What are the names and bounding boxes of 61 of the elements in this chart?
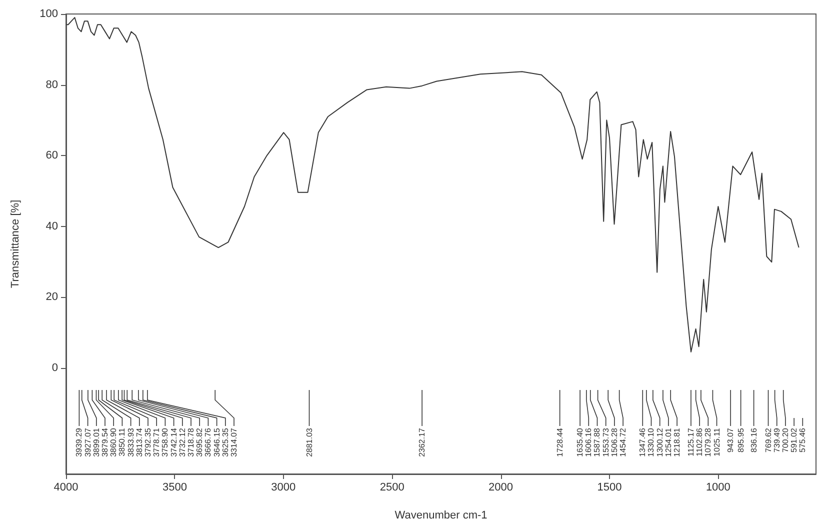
annotation: 3879.54 [100, 427, 110, 457]
annotation: 3758.90 [160, 427, 170, 457]
x-tick-label: 1500 [597, 482, 622, 494]
annotation: 3732.12 [178, 427, 187, 457]
annotation: 1079.28 [704, 427, 713, 457]
annotation: 3718.78 [186, 427, 196, 457]
x-tick-label: 1000 [706, 482, 730, 494]
annotation: 1587.88 [592, 427, 602, 457]
annotation: 1506.28 [610, 427, 619, 457]
annotation: 2362.17 [418, 427, 427, 457]
annotation: 1125.17 [686, 427, 696, 456]
annotation: 3625.35 [220, 427, 230, 457]
y-axis-title: Transmittance [%] [10, 200, 22, 288]
annotation: 3813.74 [134, 427, 144, 457]
x-axis-title: Wavenumber cm-1 [394, 510, 488, 522]
annotation: 836.16 [749, 427, 758, 452]
x-tick-label: 3000 [271, 482, 296, 494]
annotation: 1330.10 [646, 427, 656, 457]
annotation: 3742.14 [169, 427, 178, 457]
annotation: 1635.40 [576, 427, 585, 457]
y-tick-label: 60 [46, 150, 58, 162]
y-tick-label: 40 [46, 220, 58, 232]
annotation: 3939.29 [74, 427, 84, 457]
annotation: 1347.46 [638, 427, 648, 457]
annotation: 1454.72 [618, 427, 628, 457]
annotation: 1606.16 [584, 427, 594, 457]
annotation: 1102.86 [695, 427, 704, 456]
annotation: 1300.12 [655, 427, 664, 457]
annotation: 3695.82 [195, 427, 204, 457]
y-tick-label: 100 [40, 8, 58, 20]
annotation: 3860.90 [109, 427, 118, 457]
x-tick-label: 2000 [488, 482, 514, 494]
annotation: 1553.73 [601, 427, 610, 457]
x-tick-label: 4000 [54, 482, 78, 494]
annotation: 769.62 [764, 427, 773, 452]
annotation: 3792.35 [144, 427, 152, 457]
annotation: 3899.01 [92, 427, 101, 457]
annotation: 700.20 [780, 427, 790, 452]
annotation: 575.46 [798, 427, 808, 452]
x-tick-label: 3500 [162, 482, 187, 494]
annotation: 1025.11 [712, 427, 722, 456]
x-tick-label: 2500 [380, 482, 404, 494]
y-tick-label: 80 [46, 78, 58, 91]
y-tick-label: 0 [52, 362, 58, 374]
annotation: 3833.93 [126, 427, 136, 457]
y-tick-label: 20 [46, 291, 58, 304]
annotation: 3927.07 [83, 427, 92, 457]
annotation: 591.02 [790, 427, 799, 452]
annotation: 2881.03 [304, 427, 314, 457]
annotation: 3850.11 [118, 427, 127, 456]
annotation: 3646.15 [212, 427, 222, 457]
annotation: 3666.76 [204, 427, 213, 457]
annotation: 1218.81 [672, 427, 682, 457]
annotation: 943.07 [726, 427, 736, 452]
line-series [66, 17, 800, 352]
annotation: 3778.71 [152, 427, 162, 457]
annotation: 3314.07 [230, 427, 238, 457]
annotation: 739.49 [772, 427, 782, 452]
annotation: 1728.44 [555, 427, 564, 457]
annotation: 895.95 [736, 427, 746, 452]
annotation: 1254.01 [664, 427, 673, 457]
